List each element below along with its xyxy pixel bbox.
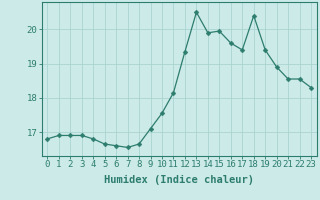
X-axis label: Humidex (Indice chaleur): Humidex (Indice chaleur)	[104, 175, 254, 185]
